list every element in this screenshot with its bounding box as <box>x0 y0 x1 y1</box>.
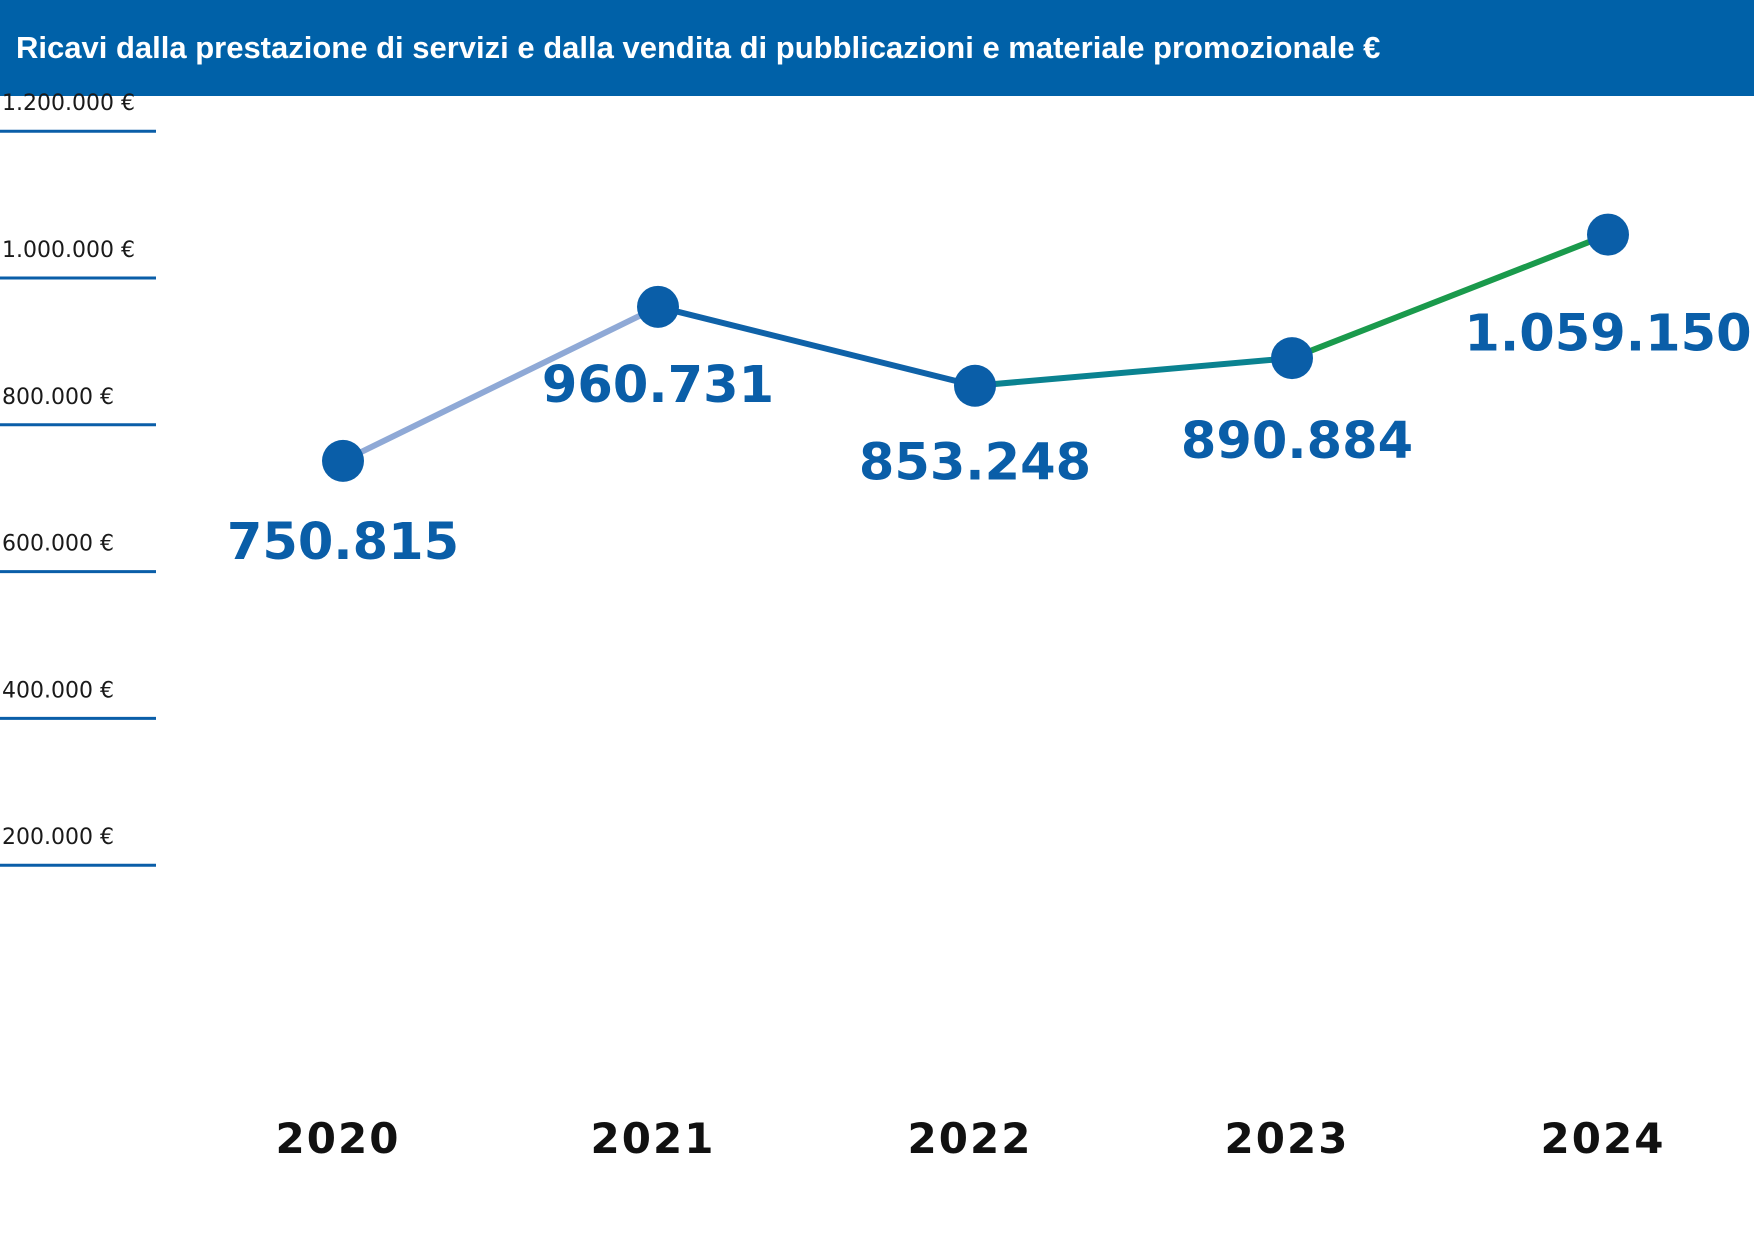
y-tick-label: 200.000 € <box>2 825 114 850</box>
data-label: 750.815 <box>227 513 459 572</box>
x-axis-labels: 2020 2021 2022 2023 2024 <box>276 1114 1666 1163</box>
data-point <box>322 439 364 482</box>
x-tick-label: 2020 <box>276 1114 401 1163</box>
y-tick-label: 800.000 € <box>2 385 114 410</box>
data-label: 1.059.150 <box>1464 305 1751 364</box>
data-point <box>1587 213 1629 256</box>
y-axis: 200.000 € 400.000 € 600.000 € 800.000 € 1.00… <box>0 91 156 867</box>
series-points <box>322 213 1629 482</box>
line-segment <box>1289 231 1611 362</box>
chart-title-bar: Ricavi dalla prestazione di servizi e da… <box>0 0 1754 96</box>
series-line <box>340 231 1611 464</box>
data-point <box>954 364 996 407</box>
y-tick-label: 1.000.000 € <box>2 238 135 263</box>
data-label: 890.884 <box>1181 412 1413 471</box>
y-tick-label: 600.000 € <box>2 532 114 557</box>
x-tick-label: 2024 <box>1541 1114 1666 1163</box>
line-segment <box>972 355 1295 389</box>
data-point <box>637 285 679 328</box>
data-label: 853.248 <box>859 434 1091 493</box>
x-tick-label: 2022 <box>908 1114 1033 1163</box>
data-point <box>1271 337 1313 380</box>
chart-title: Ricavi dalla prestazione di servizi e da… <box>16 30 1381 65</box>
data-labels: 750.815 960.731 853.248 890.884 1.059.150 <box>227 305 1752 572</box>
x-tick-label: 2021 <box>591 1114 716 1163</box>
line-segment <box>340 303 661 464</box>
line-segment <box>655 303 978 389</box>
data-label: 960.731 <box>542 356 774 415</box>
y-tick-label: 400.000 € <box>2 678 114 703</box>
x-tick-label: 2023 <box>1225 1114 1350 1163</box>
y-tick-label: 1.200.000 € <box>2 91 135 116</box>
